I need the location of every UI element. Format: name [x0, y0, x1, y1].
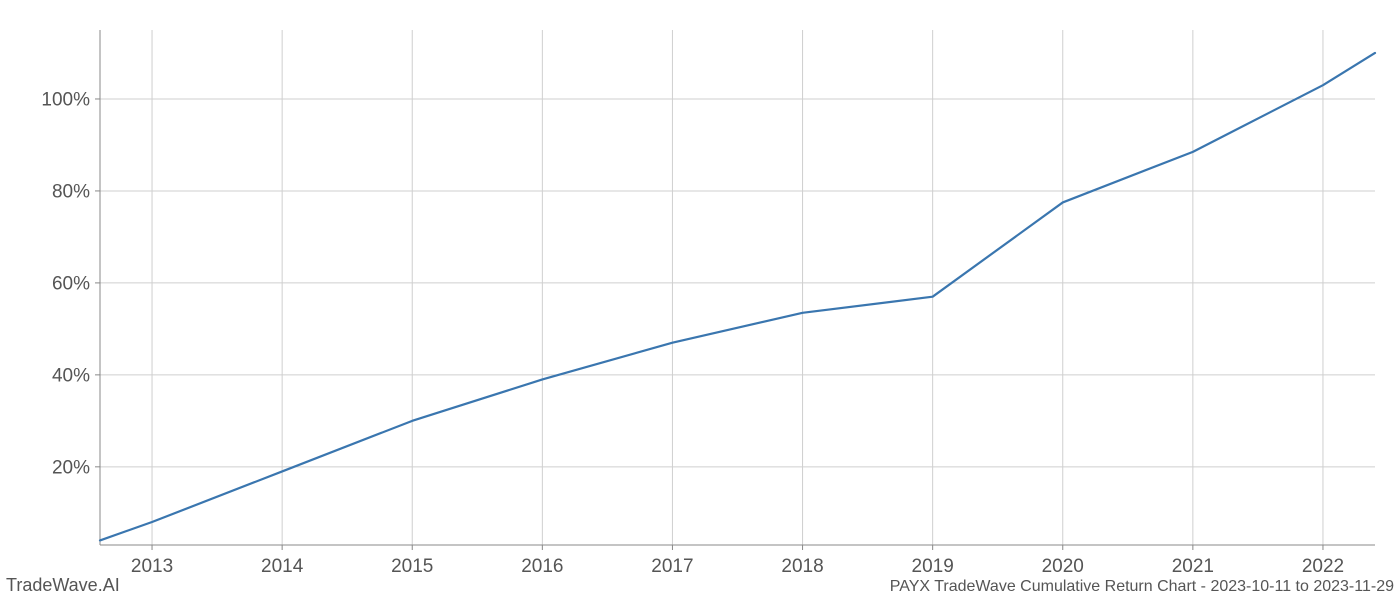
y-tick-label: 100% — [41, 90, 90, 111]
x-tick-label: 2021 — [1172, 556, 1214, 577]
footer-brand: TradeWave.AI — [6, 575, 120, 596]
x-tick-label: 2019 — [912, 556, 954, 577]
x-tick-label: 2015 — [391, 556, 433, 577]
x-tick-label: 2022 — [1302, 556, 1344, 577]
x-tick-label: 2016 — [521, 556, 563, 577]
x-tick-label: 2014 — [261, 556, 304, 577]
x-tick-label: 2013 — [131, 556, 173, 577]
line-chart: 2013 2014 2015 2016 2017 2018 2019 2020 2021 2022… — [0, 0, 1400, 600]
x-tick-label: 2018 — [781, 556, 823, 577]
y-tick-label: 20% — [52, 457, 90, 478]
y-tick-label: 80% — [52, 182, 90, 203]
footer-caption: PAYX TradeWave Cumulative Return Chart -… — [890, 578, 1394, 596]
x-tick-label: 2020 — [1042, 556, 1084, 577]
chart-container: 2013 2014 2015 2016 2017 2018 2019 2020 2021 2022… — [0, 0, 1400, 600]
y-tick-label: 40% — [52, 366, 90, 387]
y-tick-label: 60% — [52, 274, 90, 295]
x-tick-label: 2017 — [651, 556, 693, 577]
